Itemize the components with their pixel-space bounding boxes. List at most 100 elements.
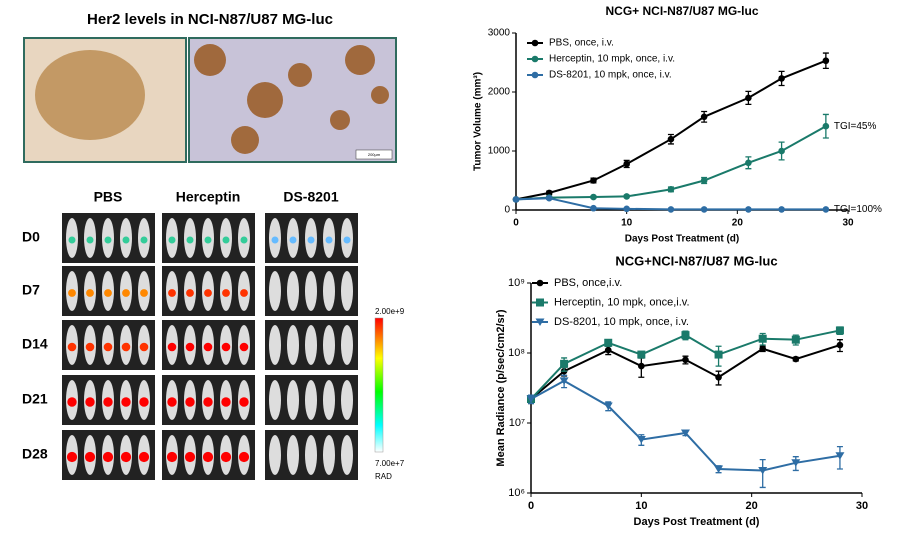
x-tick-label: 10 [635, 500, 647, 512]
signal [67, 397, 77, 407]
signal [185, 342, 195, 352]
colorbar-unit: RAD [375, 472, 392, 481]
mouse [269, 325, 281, 365]
signal [139, 342, 149, 352]
data-point [559, 377, 569, 385]
data-point [623, 205, 630, 213]
data-point [700, 113, 708, 121]
data-point [745, 94, 752, 102]
data-point [822, 206, 830, 213]
group-label: DS-8201 [283, 189, 338, 205]
ihc-tissue [35, 50, 145, 140]
data-point [791, 335, 800, 344]
data-point [545, 194, 553, 202]
colorbar [374, 317, 384, 453]
data-point [835, 326, 844, 335]
series-line [530, 344, 841, 400]
data-point [835, 452, 845, 460]
data-point [822, 57, 830, 65]
signal [221, 397, 231, 407]
x-tick-label: 20 [732, 218, 744, 229]
data-point [604, 338, 613, 347]
mouse [305, 435, 317, 475]
signal [240, 236, 248, 244]
legend-marker [531, 55, 539, 63]
signal [103, 397, 113, 407]
data-point [590, 193, 597, 201]
legend-marker [535, 318, 545, 326]
signal [120, 451, 132, 463]
y-tick-label: 3000 [488, 28, 511, 39]
data-point [680, 429, 690, 437]
x-tick-label: 0 [513, 218, 519, 229]
signal [168, 236, 176, 244]
group-label: Herceptin [176, 189, 241, 205]
x-tick-label: 30 [842, 218, 854, 229]
y-axis-label: Tumor Volume (mm³) [473, 72, 484, 171]
signal [203, 342, 213, 352]
x-tick-label: 10 [621, 218, 633, 229]
data-point [778, 206, 785, 213]
data-point [636, 436, 646, 444]
data-point [560, 359, 569, 368]
signal [122, 289, 130, 297]
signal [122, 236, 130, 244]
signal [167, 397, 177, 407]
signal [202, 451, 214, 463]
data-point [745, 159, 752, 167]
group-label: PBS [94, 189, 123, 205]
data-point [526, 395, 536, 404]
signal [186, 289, 194, 297]
y-tick-label: 10⁶ [508, 487, 525, 499]
data-point [638, 362, 645, 370]
colorbar-max: 2.00e+9 [375, 307, 405, 316]
data-point [714, 465, 724, 474]
data-point [700, 206, 708, 213]
mouse [323, 435, 335, 475]
legend-marker [531, 39, 539, 47]
mouse [287, 271, 299, 311]
signal [104, 289, 112, 297]
signal [67, 342, 77, 352]
signal [220, 451, 232, 463]
y-tick-label: 2000 [488, 87, 511, 98]
signal [167, 342, 177, 352]
legend-label: Herceptin, 10 mpk, once,i.v. [554, 296, 690, 308]
data-point [623, 193, 630, 200]
signal [271, 236, 279, 244]
signal [66, 451, 78, 463]
y-tick-label: 10⁹ [508, 277, 525, 289]
data-point [700, 177, 708, 184]
signal [238, 451, 250, 463]
series-line [515, 59, 827, 201]
mouse [269, 380, 281, 420]
data-point [778, 75, 785, 82]
legend-label: PBS, once, i.v. [549, 38, 614, 49]
signal [121, 342, 131, 352]
signal [184, 451, 196, 463]
signal [85, 397, 95, 407]
legend-label: DS-8201, 10 mpk, once, i.v. [554, 316, 689, 328]
signal [138, 451, 150, 463]
mouse [269, 435, 281, 475]
signal [222, 289, 230, 297]
data-point [745, 206, 752, 213]
signal [140, 289, 148, 297]
data-point [604, 346, 612, 354]
signal [204, 289, 212, 297]
signal [185, 397, 195, 407]
day-label: D7 [22, 282, 40, 298]
signal [139, 397, 149, 407]
data-point [590, 177, 597, 184]
y-axis-label: Mean Radiance (p/sec/cm2/sr) [495, 309, 507, 466]
legend-label: Herceptin, 10 mpk, once, i.v. [549, 54, 675, 65]
signal [343, 236, 351, 244]
x-tick-label: 0 [528, 500, 534, 512]
signal [140, 236, 148, 244]
x-axis-label: Days Post Treatment (d) [625, 234, 739, 245]
data-point [681, 331, 690, 340]
mouse [341, 435, 353, 475]
annotation: TGI=100% [834, 204, 882, 215]
signal [84, 451, 96, 463]
